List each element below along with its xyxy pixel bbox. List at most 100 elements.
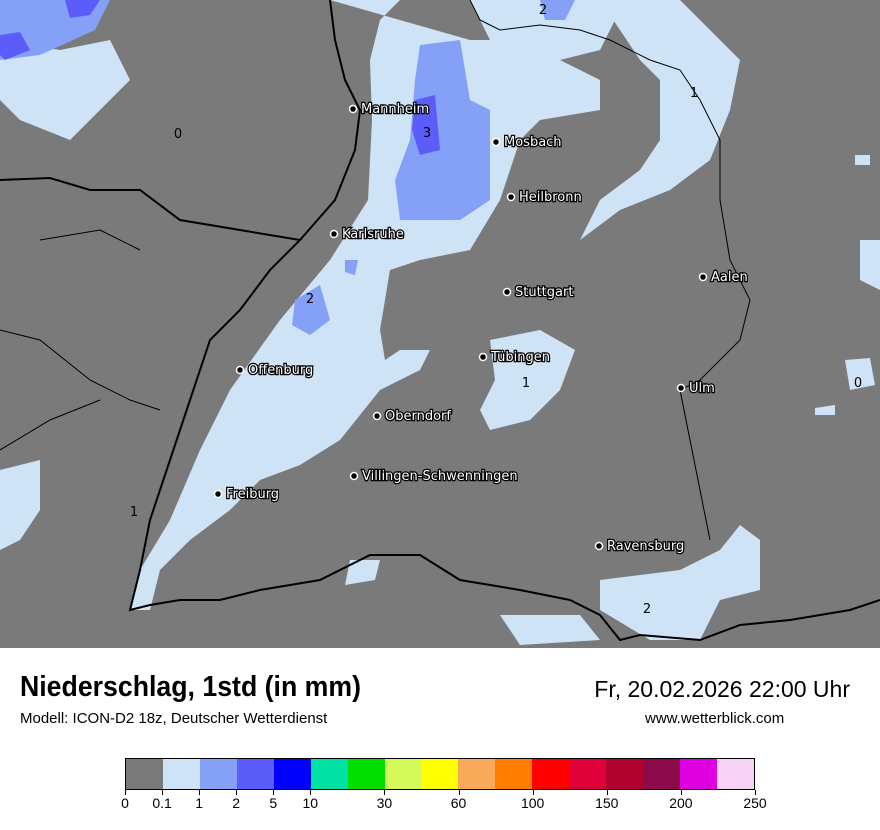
precipitation-map: Mannheim Mosbach Heilbronn Karlsruhe Aalen St… [0, 0, 880, 648]
legend-tick [162, 790, 164, 795]
city-label: Aalen [711, 270, 748, 285]
legend-tick [199, 790, 201, 795]
city-dot [372, 411, 382, 421]
legend-tick [680, 790, 682, 795]
city-stuttgart: Stuttgart [502, 284, 575, 301]
legend-swatch [717, 759, 754, 789]
city-dot [698, 272, 708, 282]
city-label: Mannheim [361, 102, 429, 117]
city-dot [348, 104, 358, 114]
legend-swatch [569, 759, 607, 789]
map-title: Niederschlag, 1std (in mm) [20, 671, 362, 703]
city-karlsruhe: Karlsruhe [329, 226, 405, 243]
city-aalen: Aalen [698, 269, 749, 286]
city-villingen-schwenningen: Villingen-Schwenningen [349, 468, 519, 485]
legend-tick-label: 5 [269, 795, 278, 811]
contour-label: 0 [174, 127, 182, 142]
legend-swatch [347, 759, 385, 789]
precip-moderate [0, 0, 575, 335]
forecast-datetime: Fr, 20.02.2026 22:00 Uhr [594, 676, 850, 702]
legend-swatch [606, 759, 644, 789]
precip-light [0, 0, 880, 645]
legend-swatch [643, 759, 681, 789]
legend-tick [236, 790, 238, 795]
city-label: Karlsruhe [342, 227, 404, 242]
city-label: Oberndorf [385, 409, 451, 424]
legend-tick-label: 200 [669, 795, 693, 811]
legend-swatch [126, 759, 163, 789]
city-ravensburg: Ravensburg [594, 538, 686, 555]
contour-label: 3 [423, 126, 431, 141]
legend-swatch [384, 759, 422, 789]
city-label: Heilbronn [519, 190, 582, 205]
city-tübingen: Tübingen [478, 349, 551, 366]
legend-swatch [458, 759, 496, 789]
legend-swatch [680, 759, 717, 789]
city-label: Stuttgart [515, 285, 573, 300]
city-label: Freiburg [226, 487, 279, 502]
city-markers: Mannheim Mosbach Heilbronn Karlsruhe Aalen St… [213, 101, 749, 555]
legend-swatch [273, 759, 311, 789]
legend-tick-label: 10 [302, 795, 319, 811]
city-dot [213, 489, 223, 499]
legend-tick [384, 790, 386, 795]
contour-label: 1 [690, 86, 698, 101]
precip-heavy [0, 0, 440, 155]
city-ulm: Ulm [676, 380, 716, 397]
contour-label: 0 [854, 376, 862, 391]
contour-label: 2 [306, 292, 314, 307]
city-dot [594, 541, 604, 551]
contour-label: 2 [643, 602, 651, 617]
legend-swatch [495, 759, 533, 789]
city-dot [506, 192, 516, 202]
city-label: Villingen-Schwenningen [362, 469, 518, 484]
contour-labels: 2 1 0 3 2 1 0 1 2 [130, 3, 862, 617]
city-label: Ravensburg [607, 539, 684, 554]
legend-tick-label: 0 [121, 795, 129, 811]
legend-tick-label: 2 [232, 795, 241, 811]
legend-tick-label: 0.1 [152, 795, 172, 811]
city-oberndorf: Oberndorf [372, 408, 453, 425]
legend-tick-label: 150 [595, 795, 619, 811]
contour-label: 2 [539, 3, 547, 18]
city-mannheim: Mannheim [348, 101, 430, 118]
legend-tick [273, 790, 275, 795]
legend-tick [606, 790, 608, 795]
legend-tick [532, 790, 534, 795]
legend-swatch [532, 759, 570, 789]
city-dot [676, 383, 686, 393]
legend-swatch [199, 759, 237, 789]
city-heilbronn: Heilbronn [506, 189, 583, 206]
city-dot [491, 137, 501, 147]
color-legend [125, 758, 755, 790]
legend-tick-label: 60 [450, 795, 467, 811]
legend-swatch [162, 759, 200, 789]
city-dot [235, 365, 245, 375]
city-dot [502, 287, 512, 297]
legend-tick-label: 30 [376, 795, 393, 811]
legend-swatch [310, 759, 348, 789]
legend-tick-label: 250 [743, 795, 767, 811]
legend-tick [755, 790, 756, 795]
city-freiburg: Freiburg [213, 486, 280, 503]
city-dot [329, 229, 339, 239]
legend-swatch [421, 759, 459, 789]
city-mosbach: Mosbach [491, 134, 563, 151]
legend-tick [310, 790, 312, 795]
legend-tick [458, 790, 460, 795]
legend-tick [125, 790, 126, 795]
city-label: Ulm [689, 381, 715, 396]
model-info: Modell: ICON-D2 18z, Deutscher Wetterdie… [20, 710, 328, 727]
contour-label: 1 [130, 505, 138, 520]
legend-tick-label: 100 [520, 795, 545, 811]
city-offenburg: Offenburg [235, 362, 315, 379]
city-dot [349, 471, 359, 481]
contour-label: 1 [522, 376, 530, 391]
city-label: Mosbach [504, 135, 562, 150]
city-label: Tübingen [490, 350, 550, 365]
city-label: Offenburg [248, 363, 313, 378]
legend-tick-label: 1 [195, 795, 204, 811]
website-link[interactable]: www.wetterblick.com [645, 710, 785, 727]
city-dot [478, 352, 488, 362]
legend-swatch [236, 759, 274, 789]
